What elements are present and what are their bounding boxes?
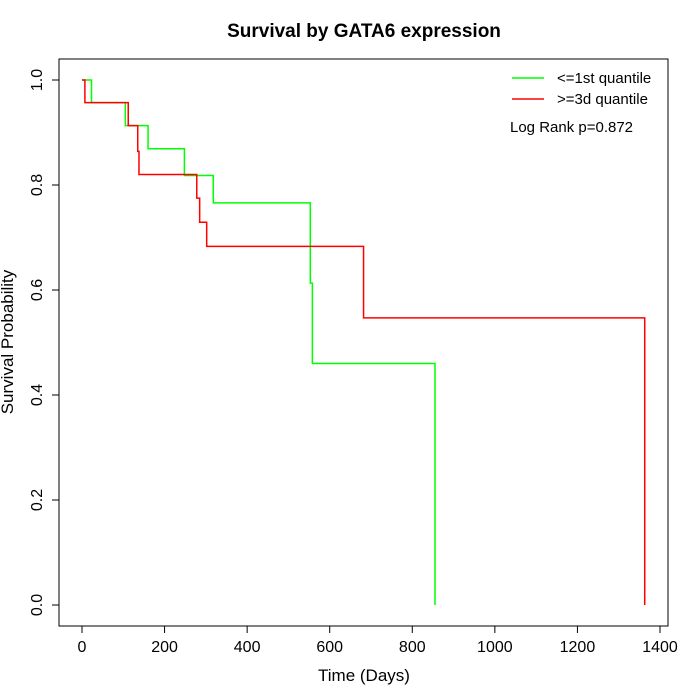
- x-tick-label: 200: [151, 639, 178, 656]
- y-tick-label: 0.4: [29, 384, 46, 406]
- plot-frame: [58, 58, 669, 627]
- y-tick-label: 1.0: [29, 69, 46, 91]
- chart-title: Survival by GATA6 expression: [227, 21, 501, 42]
- legend-label-low: <=1st quantile: [557, 70, 651, 87]
- legend-label-high: >=3d quantile: [557, 91, 648, 108]
- y-tick-label: 0.0: [29, 594, 46, 616]
- y-tick-label: 0.8: [29, 174, 46, 196]
- series-line-0: [82, 79, 436, 605]
- x-tick-label: 1200: [560, 639, 596, 656]
- x-tick-label: 600: [316, 639, 343, 656]
- y-axis: 0.0 0.2 0.4 0.6 0.8 1.0: [29, 69, 60, 616]
- x-tick-label: 1400: [642, 639, 678, 656]
- x-tick-label: 400: [234, 639, 261, 656]
- x-tick-label: 0: [78, 639, 87, 656]
- x-tick-label: 800: [399, 639, 426, 656]
- series-line-1: [82, 79, 646, 605]
- log-rank-annotation: Log Rank p=0.872: [510, 119, 633, 136]
- y-tick-label: 0.6: [29, 279, 46, 301]
- y-tick-label: 0.2: [29, 489, 46, 511]
- x-axis: 0 200 400 600 800 1000 1200 1400: [78, 625, 678, 656]
- x-axis-label: Time (Days): [318, 666, 410, 685]
- y-axis-label: Survival Probability: [0, 269, 17, 414]
- series-layer: [82, 79, 646, 605]
- legend: <=1st quantile >=3d quantile: [512, 70, 651, 108]
- x-tick-label: 1000: [477, 639, 513, 656]
